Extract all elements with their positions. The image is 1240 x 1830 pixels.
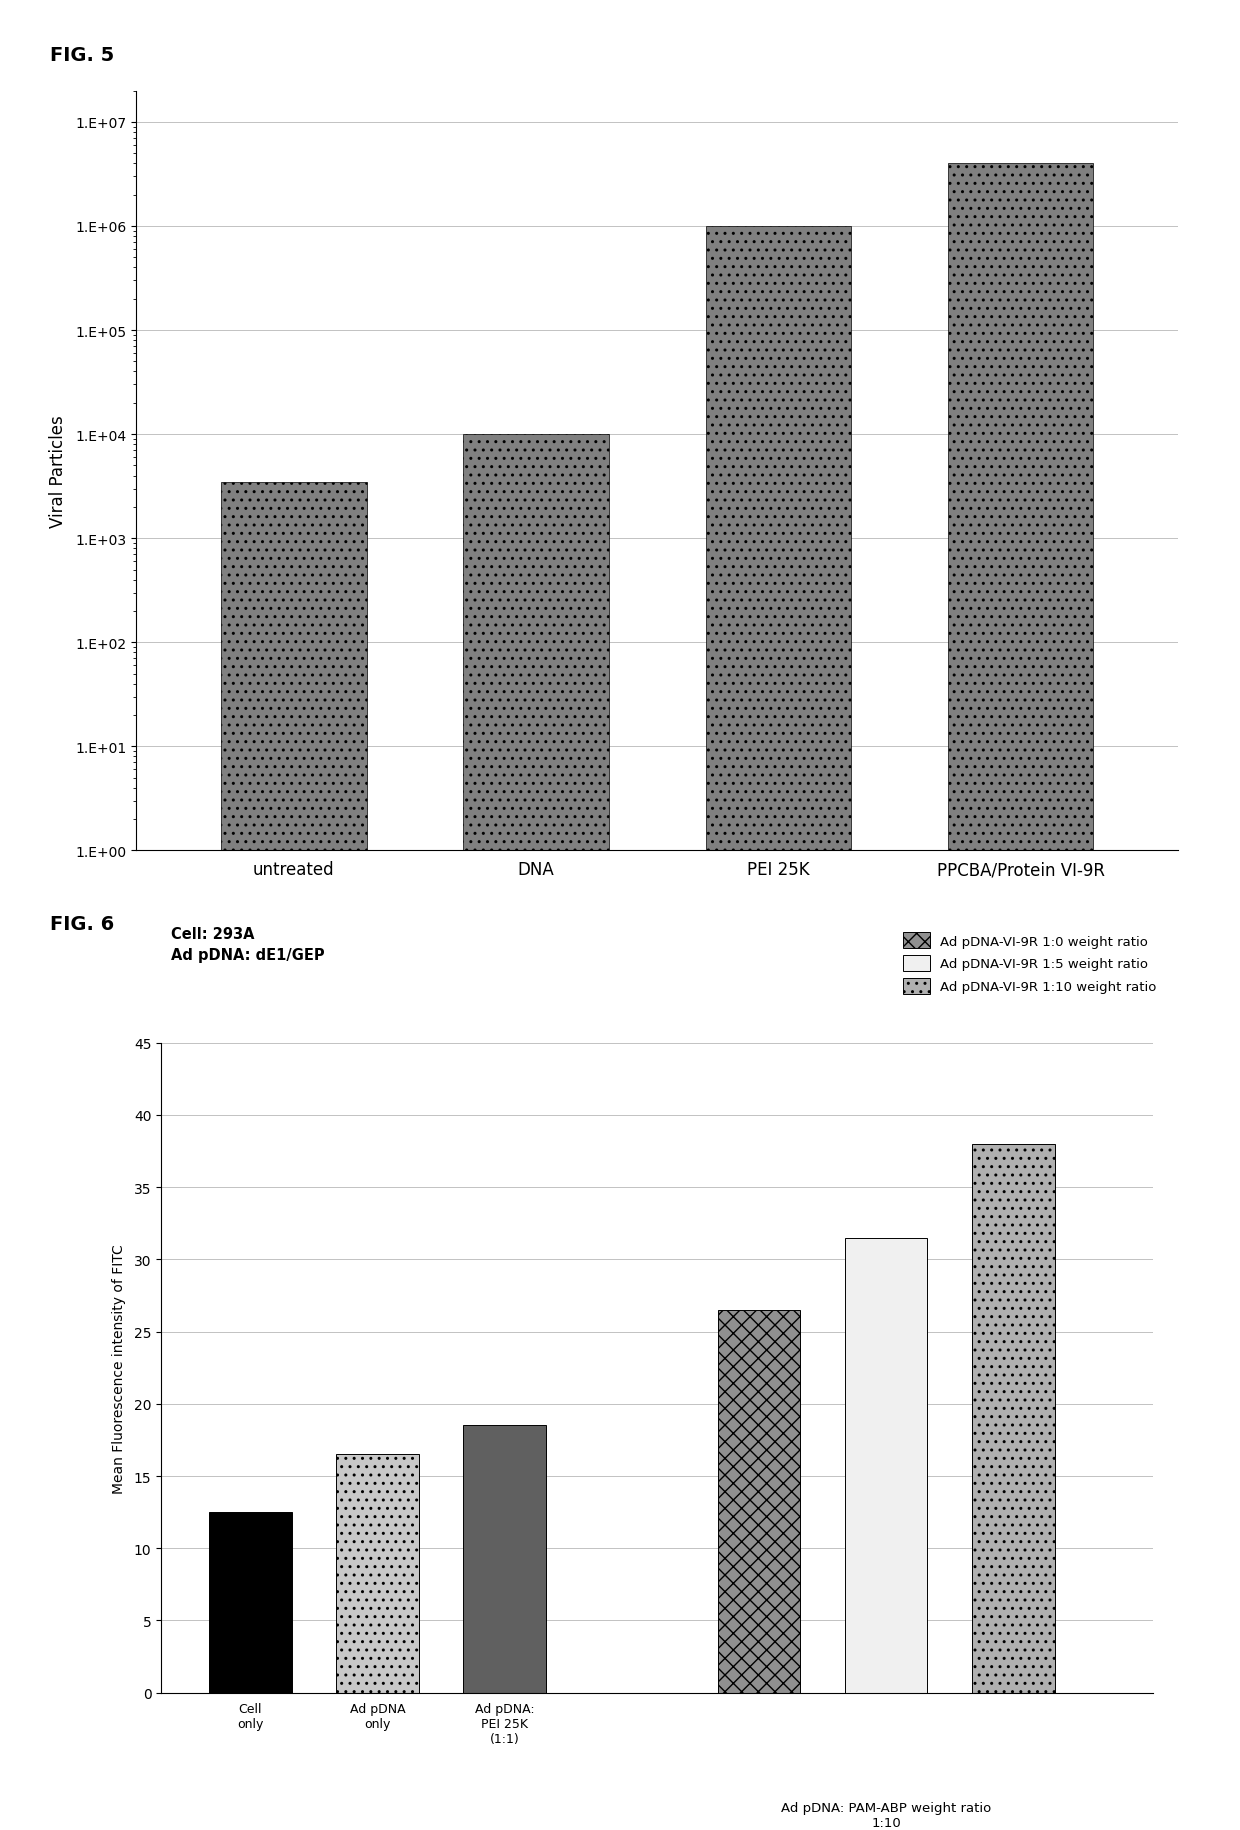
Bar: [972, 1144, 1055, 1693]
Bar: [718, 1310, 800, 1693]
Text: Cell: 293A
Ad pDNA: dE1/GEP: Cell: 293A Ad pDNA: dE1/GEP: [171, 926, 325, 963]
Text: Ad pDNA: PAM-ABP weight ratio
1:10: Ad pDNA: PAM-ABP weight ratio 1:10: [781, 1801, 991, 1828]
Bar: [208, 1512, 291, 1693]
Bar: [706, 227, 851, 1830]
Bar: [221, 483, 367, 1830]
Text: FIG. 5: FIG. 5: [50, 46, 114, 64]
Bar: [336, 1455, 419, 1693]
Legend: Ad pDNA-VI-9R 1:0 weight ratio, Ad pDNA-VI-9R 1:5 weight ratio, Ad pDNA-VI-9R 1:: Ad pDNA-VI-9R 1:0 weight ratio, Ad pDNA-…: [903, 933, 1157, 994]
Bar: [464, 436, 609, 1830]
Y-axis label: Mean Fluorescence intensity of FITC: Mean Fluorescence intensity of FITC: [112, 1243, 125, 1493]
Bar: [844, 1239, 928, 1693]
Text: FIG. 6: FIG. 6: [50, 915, 114, 933]
Bar: [464, 1426, 546, 1693]
Y-axis label: Viral Particles: Viral Particles: [50, 415, 67, 527]
Bar: [947, 165, 1094, 1830]
